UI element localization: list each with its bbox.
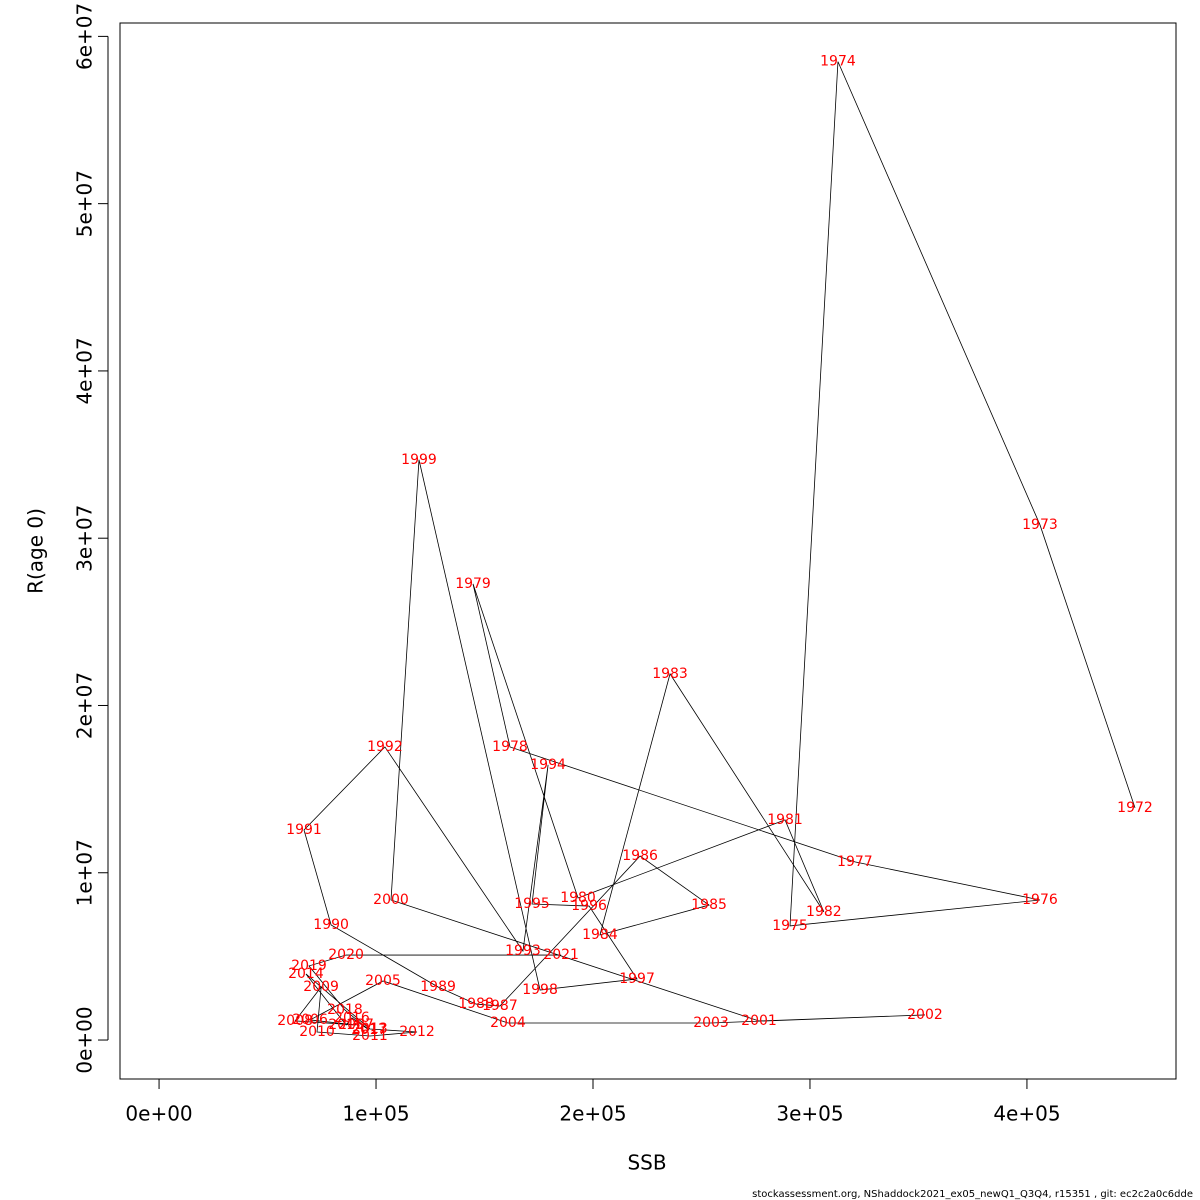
y-tick-label: 6e+07 (73, 3, 97, 70)
point-label: 2020 (328, 947, 364, 963)
point-label: 2006 (292, 1012, 328, 1028)
point-label: 2009 (303, 979, 339, 995)
point-label: 2004 (490, 1015, 526, 1031)
x-tick-label: 4e+05 (993, 1102, 1060, 1126)
x-axis-label: SSB (627, 1151, 666, 1175)
point-label: 1995 (514, 896, 550, 912)
x-tick-label: 0e+00 (125, 1102, 192, 1126)
point-label: 2014 (288, 966, 324, 982)
point-label: 1998 (522, 982, 558, 998)
point-label: 1982 (806, 904, 842, 920)
point-label: 1981 (767, 812, 803, 828)
point-label: 2016 (334, 1010, 370, 1026)
footer: stockassessment.org, NShaddock2021_ex05_… (752, 1189, 1193, 1200)
point-label: 1980 (560, 890, 596, 906)
point-label: 1994 (530, 757, 566, 773)
y-tick-label: 3e+07 (73, 505, 97, 572)
point-label: 1983 (652, 666, 688, 682)
point-label: 1989 (420, 979, 456, 995)
point-label: 2003 (693, 1015, 729, 1031)
point-label: 1985 (691, 897, 727, 913)
point-label: 1973 (1022, 517, 1058, 533)
plot-box (119, 22, 1177, 1080)
point-label: 1974 (820, 54, 856, 70)
point-label: 1993 (505, 943, 541, 959)
y-tick-label: 0e+00 (73, 1006, 97, 1073)
point-label: 1992 (367, 739, 403, 755)
point-label: 1991 (286, 822, 322, 838)
point-label: 2000 (373, 892, 409, 908)
point-label: 2008 (277, 1013, 313, 1029)
point-label: 2012 (399, 1024, 435, 1040)
point-label: 1972 (1117, 800, 1153, 816)
point-label: 1984 (582, 927, 618, 943)
x-tick-label: 3e+05 (776, 1102, 843, 1126)
point-label: 1978 (492, 739, 528, 755)
point-label: 1997 (619, 971, 655, 987)
x-tick-label: 1e+05 (342, 1102, 409, 1126)
point-label: 1979 (455, 576, 491, 592)
point-label: 2018 (327, 1002, 363, 1018)
point-label: 2005 (365, 973, 401, 989)
y-tick-label: 2e+07 (73, 672, 97, 739)
point-label: 1999 (401, 452, 437, 468)
y-tick-label: 4e+07 (73, 337, 97, 404)
data-line (294, 61, 1136, 1037)
point-label: 2017 (351, 1022, 387, 1038)
point-label: 2019 (291, 958, 327, 974)
point-label: 2013 (352, 1021, 388, 1037)
point-label: 2001 (741, 1013, 777, 1029)
point-label: 1975 (772, 918, 808, 934)
point-label: 1986 (622, 848, 658, 864)
point-label: 1977 (837, 854, 873, 870)
point-label: 2015 (328, 1017, 364, 1033)
point-label: 1990 (313, 917, 349, 933)
point-label: 2021 (543, 947, 579, 963)
x-tick-label: 2e+05 (559, 1102, 626, 1126)
y-tick-label: 5e+07 (73, 170, 97, 237)
point-label: 1976 (1022, 892, 1058, 908)
point-label: 2002 (907, 1007, 943, 1023)
point-label: 2011 (352, 1028, 388, 1044)
point-label: 1996 (571, 898, 607, 914)
point-label: 1988 (458, 996, 494, 1012)
y-tick-label: 1e+07 (73, 839, 97, 906)
point-label: 2010 (299, 1024, 335, 1040)
point-label: 2007 (338, 1017, 374, 1033)
y-axis-label: R(age 0) (24, 508, 48, 594)
point-label: 1987 (482, 998, 518, 1014)
